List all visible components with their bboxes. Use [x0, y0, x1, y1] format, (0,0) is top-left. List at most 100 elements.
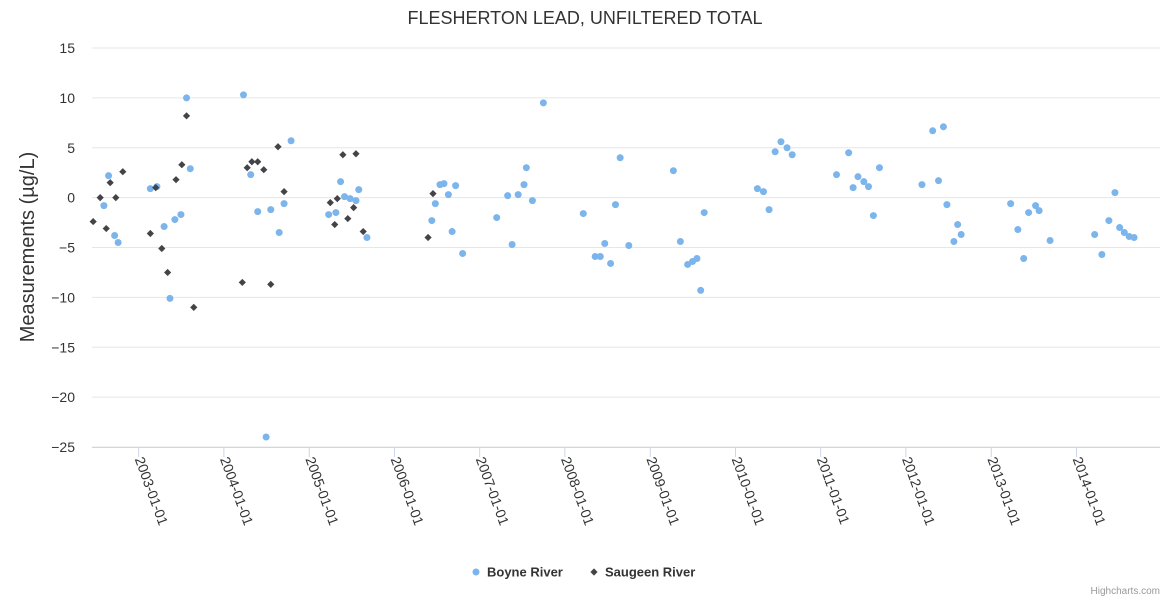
data-point-circle — [262, 433, 270, 441]
data-point-diamond — [359, 227, 367, 236]
data-point-circle — [957, 231, 965, 239]
data-point-circle — [616, 154, 624, 162]
data-point-circle — [280, 200, 288, 208]
data-point-circle — [493, 214, 501, 222]
data-point-diamond — [429, 190, 437, 198]
data-point-circle — [105, 172, 113, 180]
data-point-diamond — [424, 233, 432, 242]
data-point-circle — [431, 200, 439, 208]
data-point-circle — [777, 138, 785, 146]
data-point-circle — [788, 151, 796, 159]
data-point-diamond — [172, 176, 180, 184]
data-point-diamond — [190, 303, 198, 311]
data-point-circle — [1098, 250, 1106, 258]
data-point-circle — [355, 186, 363, 194]
data-point-diamond — [339, 151, 347, 159]
data-point-diamond — [331, 220, 339, 229]
legend-symbol — [590, 568, 598, 576]
data-point-circle — [171, 216, 179, 224]
data-point-circle — [625, 242, 633, 250]
data-point-diamond — [178, 161, 186, 169]
data-point-circle — [287, 137, 295, 145]
data-point-circle — [363, 234, 371, 242]
data-point-circle — [700, 209, 708, 217]
data-point-circle — [247, 171, 255, 179]
data-point-circle — [864, 183, 872, 191]
data-point-circle — [1116, 224, 1124, 232]
data-point-circle — [528, 197, 536, 205]
data-point-diamond — [102, 224, 110, 233]
data-point-circle — [753, 185, 761, 193]
data-point-circle — [325, 211, 333, 219]
y-tick-label: −25 — [51, 439, 75, 455]
data-point-circle — [352, 197, 360, 205]
data-point-diamond — [96, 194, 104, 202]
series-boyne-river — [100, 91, 1138, 441]
data-point-circle — [943, 201, 951, 209]
data-point-circle — [1020, 254, 1028, 262]
data-point-circle — [1014, 226, 1022, 234]
data-point-circle — [267, 206, 275, 214]
data-point-diamond — [352, 150, 360, 158]
data-point-circle — [1105, 217, 1113, 225]
data-point-circle — [833, 171, 841, 179]
data-point-circle — [100, 202, 108, 210]
data-point-diamond — [344, 214, 352, 223]
data-point-circle — [440, 180, 448, 188]
data-point-circle — [346, 195, 354, 203]
data-point-diamond — [260, 166, 268, 174]
data-point-circle — [693, 254, 701, 262]
data-point-circle — [591, 252, 599, 260]
y-tick-label: −5 — [59, 240, 75, 256]
data-point-diamond — [238, 278, 246, 287]
data-point-circle — [596, 252, 604, 260]
data-point-circle — [514, 191, 522, 199]
y-tick-label: −15 — [51, 339, 75, 355]
data-point-circle — [520, 181, 528, 189]
legend-label: Saugeen River — [605, 565, 695, 580]
data-point-circle — [783, 144, 791, 152]
data-point-circle — [918, 181, 926, 189]
data-point-diamond — [164, 268, 172, 277]
legend-item-saugeen-river[interactable]: Saugeen River — [590, 565, 695, 580]
data-point-circle — [254, 208, 262, 216]
data-point-circle — [452, 182, 460, 190]
data-points — [89, 91, 1138, 441]
data-point-circle — [444, 191, 452, 199]
data-point-diamond — [243, 164, 251, 172]
data-point-circle — [275, 229, 283, 237]
legend-item-boyne-river[interactable]: Boyne River — [472, 565, 563, 580]
data-point-circle — [601, 240, 609, 248]
data-point-diamond — [254, 158, 262, 166]
data-point-diamond — [267, 280, 275, 289]
data-point-circle — [759, 188, 767, 196]
data-point-circle — [579, 210, 587, 218]
data-point-circle — [186, 165, 194, 173]
data-point-circle — [428, 217, 436, 225]
data-point-diamond — [248, 158, 256, 166]
data-point-circle — [522, 164, 530, 172]
data-point-circle — [539, 99, 547, 107]
data-point-diamond — [280, 188, 288, 196]
data-point-circle — [676, 238, 684, 246]
data-point-circle — [1035, 207, 1043, 215]
data-point-circle — [459, 249, 467, 257]
data-point-circle — [935, 177, 943, 185]
series-saugeen-river — [89, 112, 437, 311]
y-axis-title: Measurements (µg/L) — [17, 152, 39, 342]
data-point-circle — [860, 178, 868, 186]
data-point-diamond — [89, 217, 97, 226]
legend-symbol — [472, 568, 480, 576]
data-point-diamond — [119, 168, 127, 176]
data-point-circle — [607, 259, 615, 267]
credits-link[interactable]: Highcharts.com — [1091, 586, 1160, 597]
data-point-circle — [849, 184, 857, 192]
data-point-circle — [1130, 234, 1138, 242]
data-point-circle — [1007, 200, 1015, 208]
data-point-diamond — [152, 184, 160, 192]
data-point-diamond — [333, 195, 341, 203]
data-point-circle — [1046, 237, 1054, 245]
data-point-circle — [111, 232, 119, 240]
data-point-circle — [337, 178, 345, 186]
